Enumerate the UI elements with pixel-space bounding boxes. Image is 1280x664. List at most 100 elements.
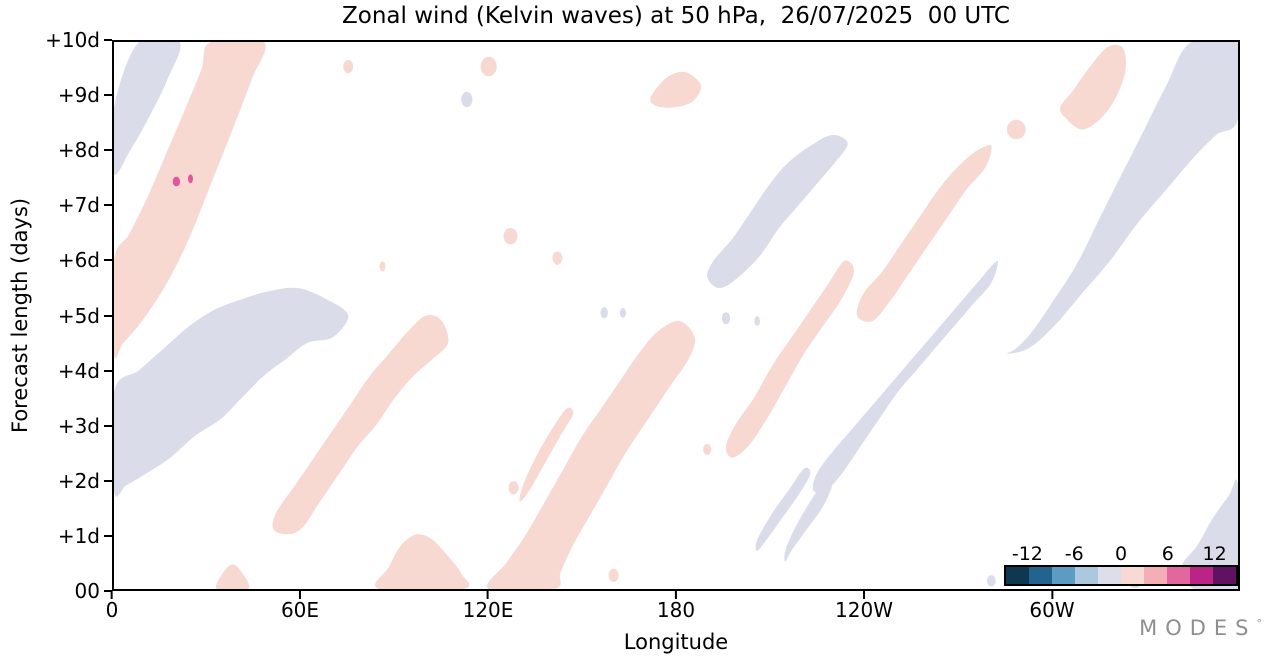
plot-area: -12 -6 0 6 12 [112,40,1240,591]
colorbar-segment [1075,567,1098,584]
x-tick-label: 180 [656,598,696,622]
y-tick-label: +4d [57,358,100,383]
colorbar-label: -6 [1064,543,1084,565]
y-tick-mark [104,369,112,372]
y-tick-label: +3d [57,413,100,438]
contour-blob-neg [755,467,811,551]
x-tick: 120W [835,591,893,620]
y-tick-label: +5d [57,303,100,328]
contour-blob-pos [725,260,855,458]
x-tick: 120E [462,591,514,622]
colorbar-segment [1144,567,1167,584]
contour-blob-neg [707,134,848,289]
contour-blob-pos [519,407,574,502]
y-tick: +2d [58,471,112,491]
y-tick-mark [104,259,112,262]
colorbar-segment [1098,567,1121,584]
contour-blob-pos [480,56,497,77]
x-tick: 60E [281,591,319,620]
x-axis-ticks: 0 60E 120E 180 120W 60W [106,591,1240,627]
contour-blob-neg [461,91,473,108]
y-tick: +4d [58,361,112,381]
contour-blob-neg [1006,42,1238,354]
x-tick-label: 120E [462,598,514,622]
contour-blob-strong [188,174,193,184]
modes-logo-text: MODES [1139,616,1257,640]
contour-blob-neg [754,316,760,326]
y-tick-label: +9d [57,83,100,108]
y-tick: +1d [58,526,112,546]
contour-blob-pos [379,261,386,272]
y-tick-mark [104,94,112,97]
y-tick: 00 [75,581,112,601]
contour-blob-pos [703,444,712,455]
y-tick-mark [104,534,112,537]
y-tick: +7d [58,195,112,215]
y-tick-label: +1d [57,523,100,548]
y-tick-label: +2d [57,468,100,493]
colorbar-label: -12 [1011,543,1043,565]
colorbar-label: 0 [1114,543,1128,565]
modes-logo: MODES° [1139,616,1262,640]
contour-blob-pos [487,320,696,589]
contour-blob-neg [114,42,181,175]
colorbar-segment [1052,567,1075,584]
contour-blob-pos [375,534,470,589]
colorbar-segment [1029,567,1052,584]
y-tick: +3d [58,416,112,436]
y-tick-label: 00 [74,579,100,603]
x-tick-label: 60W [1029,598,1075,622]
x-tick-label: 120W [835,598,893,622]
colorbar-segment [1213,567,1236,584]
y-tick-mark [104,39,112,41]
x-tick: 60W [1029,591,1075,622]
contour-blob-neg [812,260,998,493]
contour-blob-neg [114,287,349,497]
contour-blob-pos [503,228,518,245]
y-tick-mark [104,149,112,152]
y-tick: +10d [45,30,112,50]
contour-blob-pos [608,568,619,582]
contour-blob-pos [1059,44,1126,130]
contour-blob-neg [784,478,833,562]
y-tick: +8d [58,140,112,160]
y-axis-ticks: 00 +1d +2d +3d +4d +5d +6d +7d +8d +9d +10d [0,30,112,601]
x-tick-label: 0 [105,598,119,622]
y-tick-mark [104,204,112,207]
contour-blob-pos [650,71,702,108]
contour-blob-strong [172,176,181,187]
contour-blob-neg [986,575,996,587]
y-tick-label: +7d [57,193,100,218]
x-tick-mark [487,591,489,599]
y-tick: +6d [58,250,112,270]
contour-blob-pos [552,251,563,265]
contour-blob-pos [114,42,266,359]
contour-blob-pos [215,564,250,589]
x-tick-mark [675,591,677,599]
colorbar-segment [1121,567,1144,584]
x-tick-mark [1050,591,1053,599]
contour-blob-pos [343,60,354,74]
contour-blob-pos [508,481,519,495]
colorbar-tick-labels: -12 -6 0 6 12 [1004,542,1238,565]
x-tick: 0 [105,591,119,622]
y-tick-mark [104,479,112,482]
y-tick-mark [104,424,112,427]
y-tick: +9d [58,85,112,105]
contour-blob-pos [272,314,449,535]
colorbar: -12 -6 0 6 12 [1004,542,1238,586]
contour-blob-neg [721,312,731,325]
x-tick-mark [299,591,301,599]
colorbar-gradient [1004,565,1238,586]
modes-logo-mark: ° [1256,617,1263,630]
y-tick: +5d [58,306,112,326]
chart-title: Zonal wind (Kelvin waves) at 50 hPa, 26/… [342,3,1010,29]
colorbar-label: 6 [1161,543,1174,565]
colorbar-segment [1167,567,1190,584]
y-tick-label: +6d [57,248,100,273]
y-tick-mark [104,314,112,317]
x-axis-label: Longitude [623,630,729,654]
x-tick-label: 60E [280,598,320,622]
contour-blob-pos [856,145,992,322]
